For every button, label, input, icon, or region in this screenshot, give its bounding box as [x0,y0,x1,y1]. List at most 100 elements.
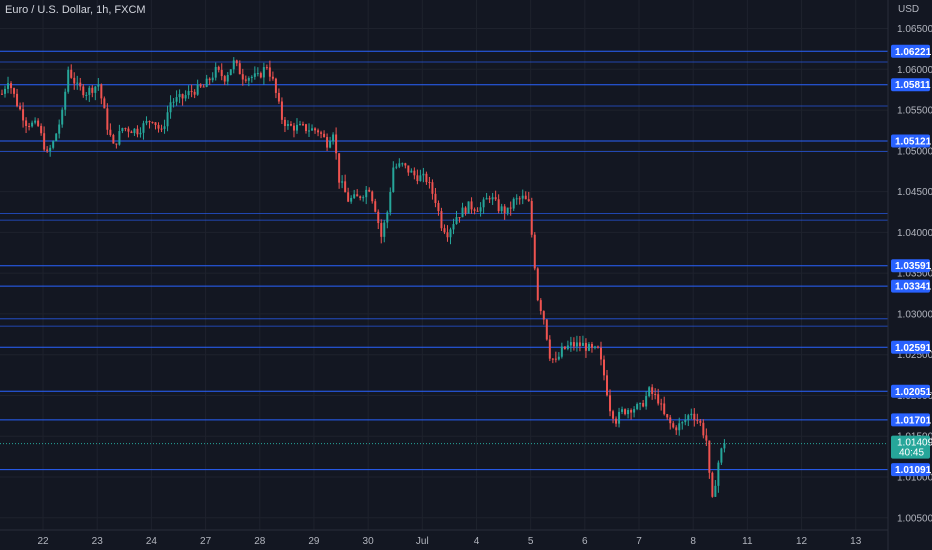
candle-body [187,91,190,96]
candle-body [61,109,64,125]
candle-body [696,419,699,421]
candle-body [199,84,202,87]
candle-body [404,163,407,166]
candle-body [509,207,512,209]
candle-body [205,78,208,87]
candle-body [681,422,684,424]
price-level-badge [891,413,930,427]
candle-body [473,209,476,211]
candle-body [368,189,371,192]
candle-body [31,122,34,127]
candle-body [633,409,636,413]
candle-body [657,394,660,404]
price-tick-label: 1.00500 [897,513,932,524]
candle-body [118,131,121,145]
candle-body [380,223,383,237]
candle-body [308,130,311,132]
candle-body [702,422,705,436]
candle-body [344,181,347,193]
price-level-badge-label: 1.01701 [895,415,932,426]
candle-body [19,106,22,110]
candle-body [356,194,359,197]
candle-body [250,76,253,78]
candle-body [292,125,295,131]
candle-body [163,126,166,129]
candle-body [112,135,115,144]
candle-body [229,69,232,76]
candle-body [94,86,97,93]
candle-body [521,195,524,199]
candle-body [642,403,645,407]
candle-body [630,410,633,413]
candle-body [136,128,139,135]
candle-body [693,413,696,420]
candle-body [115,143,118,145]
candle-body [666,414,669,418]
price-level-lines [0,50,888,471]
candle-body [458,217,461,219]
candle-body [274,78,277,93]
price-tick-label: 1.06500 [897,24,932,35]
candle-body [419,175,422,182]
candle-body [675,427,678,431]
candle-body [470,201,473,210]
candle-body [690,413,693,416]
candle-body [166,112,169,127]
candle-body [16,93,19,107]
candle-body [320,132,323,134]
candle-body [37,120,40,126]
time-axis[interactable]: 22 23 24 27 28 29 30 Jul 4 5 6 7 8 11 12 13 [37,536,861,547]
candle-body [500,206,503,212]
candle-body [488,198,491,200]
candle-body [28,126,31,128]
candle-body [663,403,666,415]
time-tick-label: 5 [528,536,534,547]
candle-body [618,411,621,424]
candle-body [148,121,151,123]
candle-body [687,415,690,420]
candle-body [503,206,506,214]
candle-body [64,91,67,110]
candle-body [172,101,175,103]
candle-body [539,300,542,312]
price-tick-label: 1.03500 [897,269,932,280]
time-tick-label: 28 [254,536,266,547]
price-level-badge [891,279,930,293]
candle-body [332,134,335,142]
candle-body [581,342,584,346]
candle-body [305,124,308,132]
candle-body [91,87,94,93]
candle-body [49,147,52,152]
price-level-badge [891,463,930,477]
candle-body [563,346,566,349]
candle-body [425,173,428,183]
chart-title: Euro / U.S. Dollar, 1h, FXCM [5,4,146,16]
candle-body [654,394,657,396]
candle-body [374,201,377,212]
candle-body [52,141,55,148]
price-tick-label: 1.04000 [897,228,932,239]
current-price-badge [891,435,930,459]
grid-lines [0,0,888,530]
candle-body [181,94,184,99]
price-level-badge [891,134,930,148]
candlestick-series [1,57,726,498]
candle-body [295,124,298,131]
candle-body [76,82,79,84]
candle-body [326,137,329,148]
candle-body [67,69,70,92]
candle-body [428,182,431,184]
candle-body [651,387,654,395]
candle-body [422,173,425,176]
candle-body [371,191,374,202]
candle-body [645,396,648,407]
time-tick-label: 29 [308,536,320,547]
candle-body [467,201,470,214]
candle-body [43,133,46,150]
price-tick-label: 1.01000 [897,473,932,484]
candle-body [235,60,238,64]
candle-body [232,60,235,70]
candle-body [82,86,85,96]
